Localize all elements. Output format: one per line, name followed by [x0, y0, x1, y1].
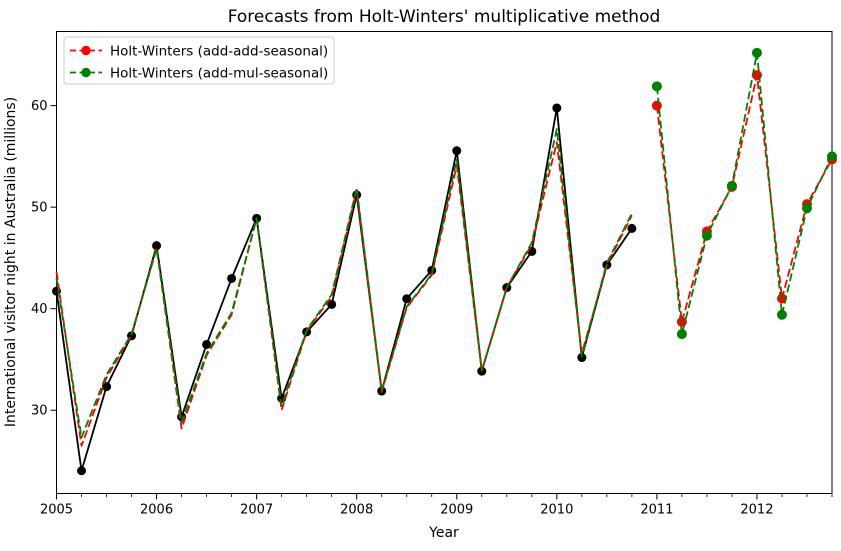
- y-tick-label: 40: [31, 302, 48, 317]
- observed-data-marker: [77, 466, 87, 476]
- observed-data-marker: [452, 146, 462, 156]
- legend-marker-sample: [81, 45, 91, 56]
- observed-data-marker: [327, 299, 337, 309]
- observed-data-marker: [577, 353, 587, 363]
- observed-data-marker: [227, 273, 237, 283]
- forecast-holt-winters-add-mul-marker: [676, 329, 687, 340]
- forecast-holt-winters-add-mul-marker: [827, 151, 837, 162]
- legend-box: [63, 36, 335, 85]
- plot-area-border: [56, 31, 833, 494]
- x-tick-label: 2012: [740, 503, 773, 518]
- data-series: [52, 47, 837, 476]
- x-tick-label: 2005: [40, 503, 73, 518]
- y-axis-label: International visitor night in Australia…: [3, 97, 19, 427]
- observed-data-marker: [627, 223, 637, 233]
- legend: Holt-Winters (add-add-seasonal) Holt-Wint…: [63, 36, 335, 85]
- forecast-holt-winters-add-mul-marker: [751, 47, 762, 58]
- fitted-holt-winters-add-add-line: [55, 141, 633, 447]
- legend-entry-label: Holt-Winters (add-mul-seasonal): [110, 65, 328, 81]
- forecast-holt-winters-add-mul-marker: [776, 309, 787, 320]
- x-tick-label: 2007: [240, 503, 273, 518]
- fitted-holt-winters-add-mul-line: [55, 128, 633, 439]
- legend-entry-label: Holt-Winters (add-add-seasonal): [110, 43, 328, 59]
- observed-data-marker: [552, 103, 562, 113]
- y-tick-label: 30: [31, 404, 48, 419]
- observed-data-marker: [102, 382, 112, 392]
- y-tick-label: 60: [31, 99, 48, 114]
- forecast-holt-winters-add-mul-marker: [801, 203, 812, 214]
- legend-marker-sample: [81, 67, 91, 78]
- x-tick-label: 2010: [540, 503, 573, 518]
- observed-data-marker: [202, 339, 212, 349]
- y-tick-label: 50: [31, 201, 48, 216]
- chart-title: Forecasts from Holt-Winters' multiplicat…: [228, 7, 661, 27]
- observed-data-marker: [152, 241, 162, 251]
- forecast-holt-winters-add-add-marker: [651, 100, 662, 111]
- x-tick-label: 2011: [640, 503, 673, 518]
- axis-ticks: 2005 2006 2007 2008 2009 2010 2011 2012 30 40 50 60: [31, 99, 833, 518]
- observed-data-marker: [402, 294, 412, 304]
- forecast-holt-winters-add-mul-marker: [701, 230, 712, 241]
- x-tick-label: 2008: [340, 503, 373, 518]
- forecast-holt-winters-add-mul-marker: [651, 81, 662, 92]
- forecast-holt-winters-add-mul-line: [656, 51, 833, 335]
- observed-data-line: [55, 107, 633, 472]
- forecast-holt-winters-add-mul-marker: [726, 180, 737, 191]
- x-axis-label: Year: [428, 525, 459, 541]
- x-tick-label: 2006: [140, 503, 173, 518]
- x-tick-label: 2009: [440, 503, 473, 518]
- forecast-holt-winters-add-add-line: [656, 74, 833, 323]
